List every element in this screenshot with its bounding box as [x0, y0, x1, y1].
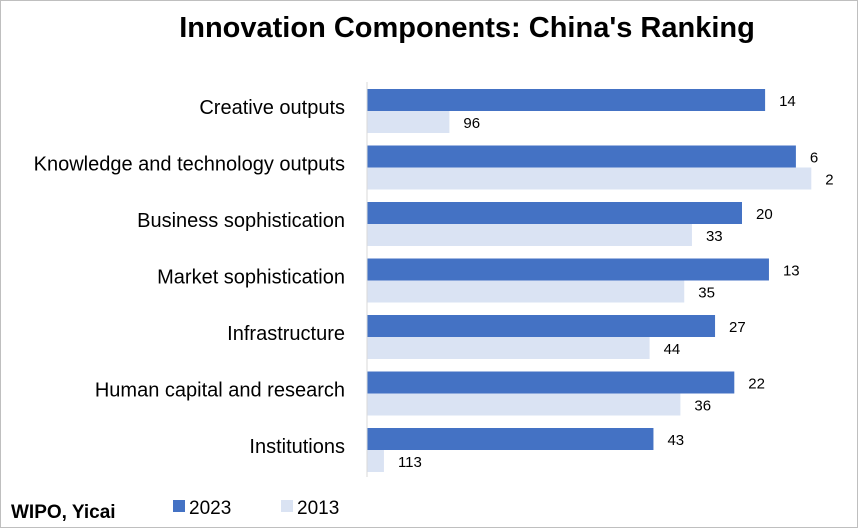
data-label-2023: 13 [783, 263, 800, 280]
chart-title: Innovation Components: China's Ranking [179, 12, 755, 44]
data-label-2013: 36 [694, 398, 711, 415]
data-label-2013: 33 [706, 228, 723, 245]
data-label-2013: 44 [664, 341, 681, 358]
bar-2013 [367, 167, 812, 190]
bar-2013 [367, 224, 692, 246]
bar-2023 [367, 89, 766, 111]
data-label-2023: 27 [729, 319, 746, 336]
category-label: Institutions [249, 436, 345, 458]
legend-label-2013: 2013 [297, 498, 339, 519]
category-label: Infrastructure [227, 323, 345, 345]
legend-label-2023: 2023 [189, 498, 231, 519]
bar-2023 [367, 315, 716, 337]
category-label: Knowledge and technology outputs [34, 154, 345, 176]
category-label: Market sophistication [157, 267, 345, 289]
data-label-2013: 2 [825, 172, 833, 189]
data-label-2023: 20 [756, 206, 773, 223]
bar-2023 [367, 428, 654, 450]
bar-2023 [367, 202, 742, 224]
data-label-2023: 22 [748, 376, 765, 393]
data-label-2013: 96 [463, 115, 480, 132]
source-note: WIPO, Yicai [11, 502, 116, 523]
category-label: Creative outputs [199, 97, 345, 119]
category-label: Human capital and research [95, 380, 345, 402]
legend-swatch-2013 [281, 500, 293, 512]
bar-2023 [367, 258, 769, 281]
bar-2023 [367, 371, 735, 394]
bar-2013 [367, 280, 685, 303]
data-label-2023: 14 [779, 93, 796, 110]
legend: 2023 2013 [173, 498, 339, 519]
data-label-2023: 43 [667, 432, 684, 449]
data-label-2013: 35 [698, 285, 715, 302]
bar-2013 [367, 111, 450, 133]
bar-2013 [367, 393, 681, 416]
bar-2013 [367, 450, 384, 472]
category-label: Business sophistication [137, 210, 345, 232]
data-label-2023: 6 [810, 150, 818, 167]
plot-area: Creative outputs 14 96 Knowledge and techno… [34, 89, 834, 472]
data-label-2013: 113 [398, 454, 422, 471]
bar-2023 [367, 145, 796, 168]
legend-swatch-2023 [173, 500, 185, 512]
bar-2013 [367, 337, 650, 359]
